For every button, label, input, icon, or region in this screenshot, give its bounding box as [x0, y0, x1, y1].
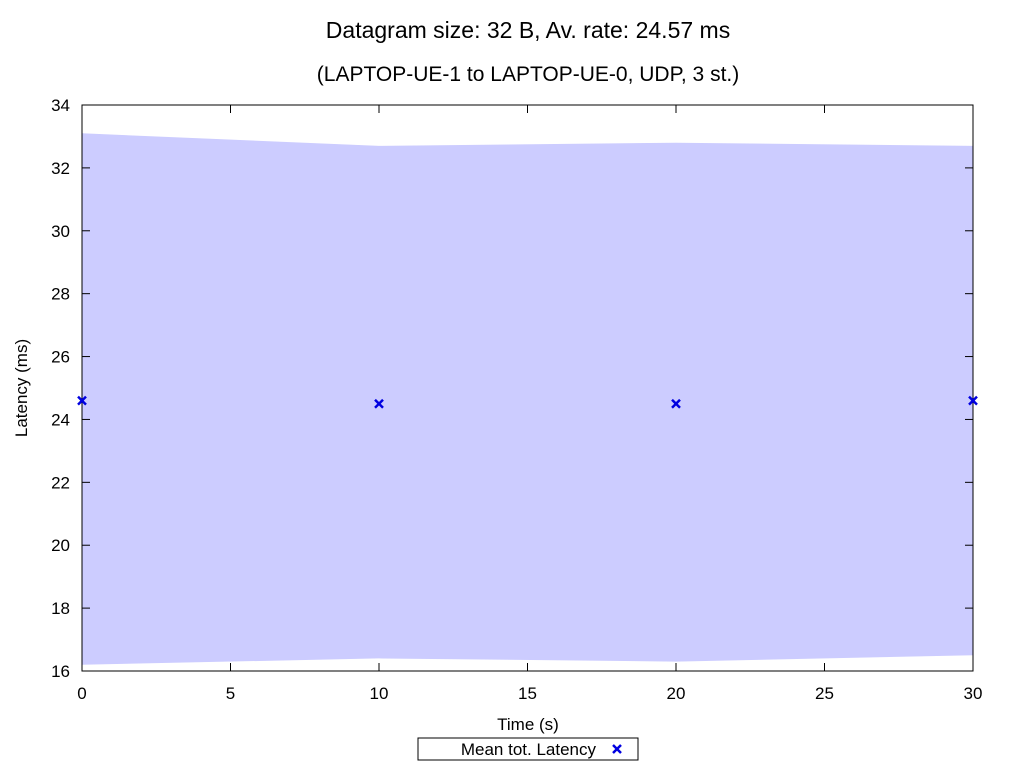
- data-point: [968, 395, 978, 406]
- y-tick-label: 28: [51, 285, 70, 304]
- x-tick-label: 25: [815, 684, 834, 703]
- x-tick-label: 0: [77, 684, 86, 703]
- y-tick-label: 18: [51, 599, 70, 618]
- data-point: [671, 398, 681, 409]
- chart-subtitle: (LAPTOP-UE-1 to LAPTOP-UE-0, UDP, 3 st.): [317, 63, 739, 86]
- latency-range-band: [82, 133, 973, 665]
- x-tick-label: 5: [226, 684, 235, 703]
- data-point-stroke: [968, 395, 978, 406]
- y-tick-label: 26: [51, 348, 70, 367]
- x-axis-label: Time (s): [497, 715, 559, 734]
- y-tick-label: 16: [51, 662, 70, 681]
- chart-title: Datagram size: 32 B, Av. rate: 24.57 ms: [326, 17, 730, 43]
- y-tick-label: 30: [51, 222, 70, 241]
- x-tick-label: 30: [964, 684, 983, 703]
- data-point-stroke: [374, 398, 384, 409]
- legend: Mean tot. Latency: [417, 737, 639, 761]
- x-tick-label: 10: [370, 684, 389, 703]
- legend-label: Mean tot. Latency: [461, 740, 597, 759]
- y-tick-label: 22: [51, 473, 70, 492]
- legend-marker-x-icon: [612, 744, 622, 754]
- data-point: [374, 398, 384, 409]
- plot-area: 0 5 10 15 20 25 30 16 18 20 22 24 26 28 30 32 34: [51, 96, 982, 703]
- data-point-stroke: [671, 398, 681, 409]
- y-tick-label: 32: [51, 159, 70, 178]
- data-point: [77, 395, 87, 406]
- y-tick-label: 34: [51, 96, 70, 115]
- y-tick-label: 20: [51, 536, 70, 555]
- y-tick-label: 24: [51, 410, 70, 429]
- legend-box: [417, 737, 639, 761]
- legend-marker-glyph: [612, 744, 622, 754]
- legend-marker-glyph-stroke: [612, 744, 622, 754]
- x-tick-label: 20: [667, 684, 686, 703]
- y-axis-label: Latency (ms): [12, 339, 31, 437]
- x-tick-label: 15: [518, 684, 537, 703]
- data-point-stroke: [77, 395, 87, 406]
